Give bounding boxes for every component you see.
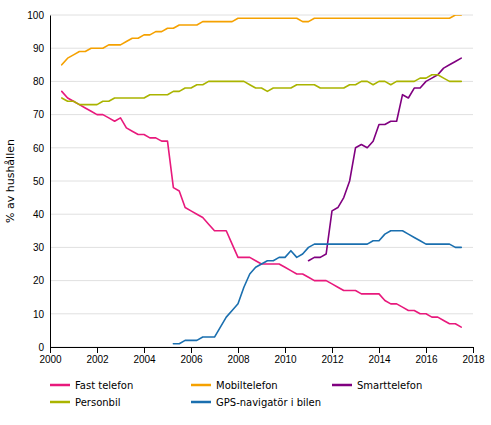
grid-line [50, 114, 473, 115]
x-tick-mark [191, 347, 192, 353]
y-tick: 70 [33, 109, 50, 120]
y-tick: 50 [33, 176, 50, 187]
legend-label: Smarttelefon [357, 380, 422, 391]
legend-label: Personbil [75, 397, 121, 408]
y-axis: 0 10 20 30 40 50 60 70 80 90 100 [27, 10, 50, 353]
lines [62, 15, 462, 344]
grid-line [50, 147, 473, 148]
series-line [62, 15, 462, 65]
x-tick-label: 2002 [86, 354, 109, 365]
y-tick-label: 20 [33, 275, 45, 286]
legend-item: Fast telefon [50, 380, 133, 391]
x-tick: 2002 [86, 347, 109, 365]
legend-label: GPS-navigatör i bilen [216, 397, 321, 408]
series-line [62, 91, 462, 327]
y-tick-label: 50 [33, 176, 45, 187]
x-tick: 2006 [180, 347, 203, 365]
y-tick-label: 90 [33, 43, 45, 54]
legend: Fast telefon Mobiltelefon Smarttelefon Pers… [50, 380, 422, 408]
x-tick-mark [473, 347, 474, 353]
x-tick-mark [97, 347, 98, 353]
x-tick-mark [426, 347, 427, 353]
x-tick-mark [238, 347, 239, 353]
chart: 2000200220042006200820102012201420162018… [0, 0, 491, 425]
y-tick: 10 [33, 309, 50, 320]
x-tick: 2008 [227, 347, 250, 365]
y-tick: 90 [33, 43, 50, 54]
y-tick-label: 10 [33, 309, 45, 320]
x-tick-label: 2004 [133, 354, 156, 365]
legend-swatch [50, 401, 70, 404]
legend-swatch [50, 384, 70, 387]
x-axis-line [51, 348, 474, 354]
x-tick: 2018 [462, 347, 485, 365]
legend-item: Smarttelefon [332, 380, 422, 391]
legend-swatch [191, 401, 211, 404]
y-tick: 0 [38, 342, 50, 353]
grid-line [50, 247, 473, 248]
y-tick-label: 30 [33, 242, 45, 253]
x-tick-label: 2000 [39, 354, 62, 365]
y-tick: 60 [33, 143, 50, 154]
x-tick: 2010 [274, 347, 297, 365]
legend-label: Mobiltelefon [216, 380, 278, 391]
x-tick-mark [379, 347, 380, 353]
legend-swatch [191, 384, 211, 387]
legend-swatch [332, 384, 352, 387]
x-tick-label: 2006 [180, 354, 203, 365]
grid-line [50, 48, 473, 49]
legend-item: GPS-navigatör i bilen [191, 397, 321, 408]
x-tick-label: 2016 [415, 354, 438, 365]
y-tick-label: 80 [33, 76, 45, 87]
x-tick: 2016 [415, 347, 438, 365]
y-tick: 40 [33, 209, 50, 220]
legend-label: Fast telefon [75, 380, 133, 391]
legend-item: Personbil [50, 397, 121, 408]
x-axis: 2000 2002 2004 2006 2008 2010 2012 2014 2016 2018 [39, 347, 485, 365]
x-tick-mark [332, 347, 333, 353]
x-tick: 2012 [321, 347, 344, 365]
grid-line [50, 280, 473, 281]
legend-item: Mobiltelefon [191, 380, 278, 391]
grid-line [50, 181, 473, 182]
x-tick-mark [285, 347, 286, 353]
x-tick-label: 2014 [368, 354, 391, 365]
x-tick-label: 2008 [227, 354, 250, 365]
y-tick: 100 [27, 10, 50, 21]
y-axis-line [50, 16, 51, 348]
series-line [173, 231, 461, 344]
y-tick-label: 40 [33, 209, 45, 220]
series-line [62, 75, 462, 105]
x-tick-label: 2018 [462, 354, 485, 365]
grid-line [50, 15, 473, 16]
x-tick-mark [144, 347, 145, 353]
x-tick-label: 2012 [321, 354, 344, 365]
y-tick-label: 60 [33, 143, 45, 154]
y-tick: 80 [33, 76, 50, 87]
x-tick-label: 2010 [274, 354, 297, 365]
x-tick: 2014 [368, 347, 391, 365]
y-tick: 30 [33, 242, 50, 253]
grid [50, 15, 473, 347]
y-tick-label: 70 [33, 109, 45, 120]
y-tick: 20 [33, 275, 50, 286]
plot: 2000200220042006200820102012201420162018… [27, 10, 485, 365]
grid-line [50, 214, 473, 215]
x-tick-mark [50, 347, 51, 353]
grid-line [50, 313, 473, 314]
y-tick-label: 100 [27, 10, 44, 21]
y-axis-title: % av hushållen [4, 139, 17, 223]
y-tick-label: 0 [38, 342, 44, 353]
x-tick: 2004 [133, 347, 156, 365]
